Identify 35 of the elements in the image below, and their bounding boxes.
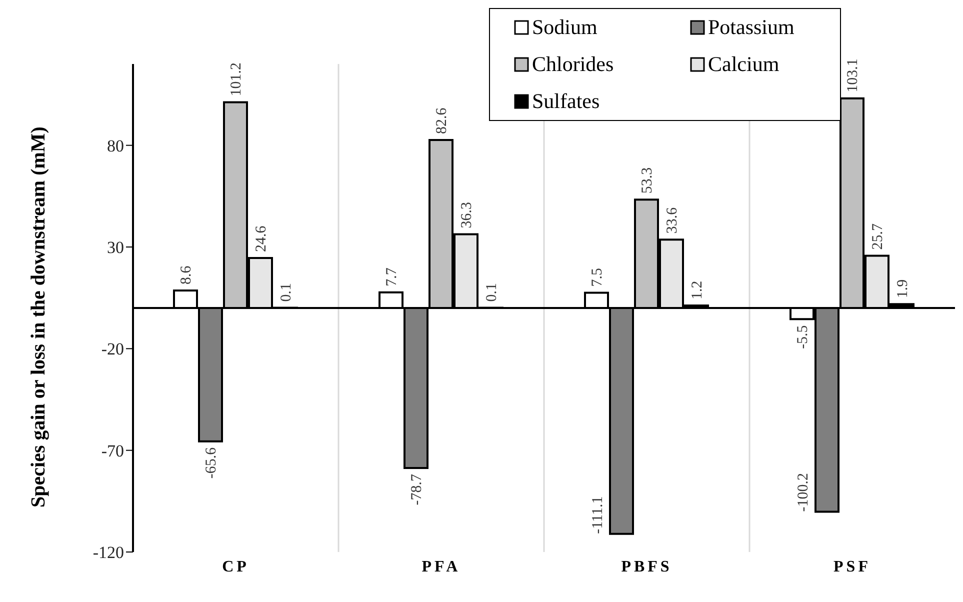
- legend-label: Sulfates: [532, 89, 600, 114]
- legend-label: Calcium: [708, 52, 780, 77]
- data-label: 36.3: [459, 202, 475, 228]
- data-label: -100.2: [796, 472, 812, 512]
- data-label: 33.6: [664, 206, 680, 234]
- data-label: -111.1: [590, 496, 606, 534]
- y-tick-label: 80: [107, 136, 124, 156]
- data-label: -65.6: [204, 446, 220, 479]
- data-label: 101.2: [228, 62, 244, 96]
- y-tick-label: 30: [107, 238, 124, 258]
- data-label: 24.6: [254, 225, 270, 252]
- data-label: 7.5: [590, 268, 606, 287]
- data-label: 82.6: [434, 107, 450, 134]
- y-tick-label: -120: [92, 543, 124, 562]
- legend-label: Sodium: [532, 15, 598, 40]
- x-tick-label: PBFS: [621, 558, 672, 576]
- data-label: 53.3: [640, 167, 656, 194]
- data-label: -5.5: [795, 325, 811, 349]
- data-label: 0.1: [278, 283, 294, 302]
- data-label: 1.9: [895, 279, 911, 298]
- legend-label: Chlorides: [532, 52, 614, 77]
- data-label: 25.7: [870, 222, 886, 250]
- data-label: 0.1: [484, 283, 500, 302]
- data-label: -78.7: [409, 474, 425, 506]
- x-tick-label: PSF: [834, 558, 871, 576]
- y-axis-title: Species gain or loss in the downstream (mM): [26, 125, 50, 509]
- data-label: 8.6: [178, 265, 194, 285]
- data-label: 103.1: [845, 58, 861, 92]
- y-tick-label: -70: [101, 441, 124, 460]
- legend-label: Potassium: [708, 15, 794, 40]
- x-tick-label: CP: [222, 558, 250, 576]
- y-tick-label: -20: [101, 340, 124, 359]
- x-tick-label: PFA: [422, 558, 461, 576]
- data-label: 1.2: [690, 280, 706, 300]
- data-label: 7.7: [384, 267, 400, 286]
